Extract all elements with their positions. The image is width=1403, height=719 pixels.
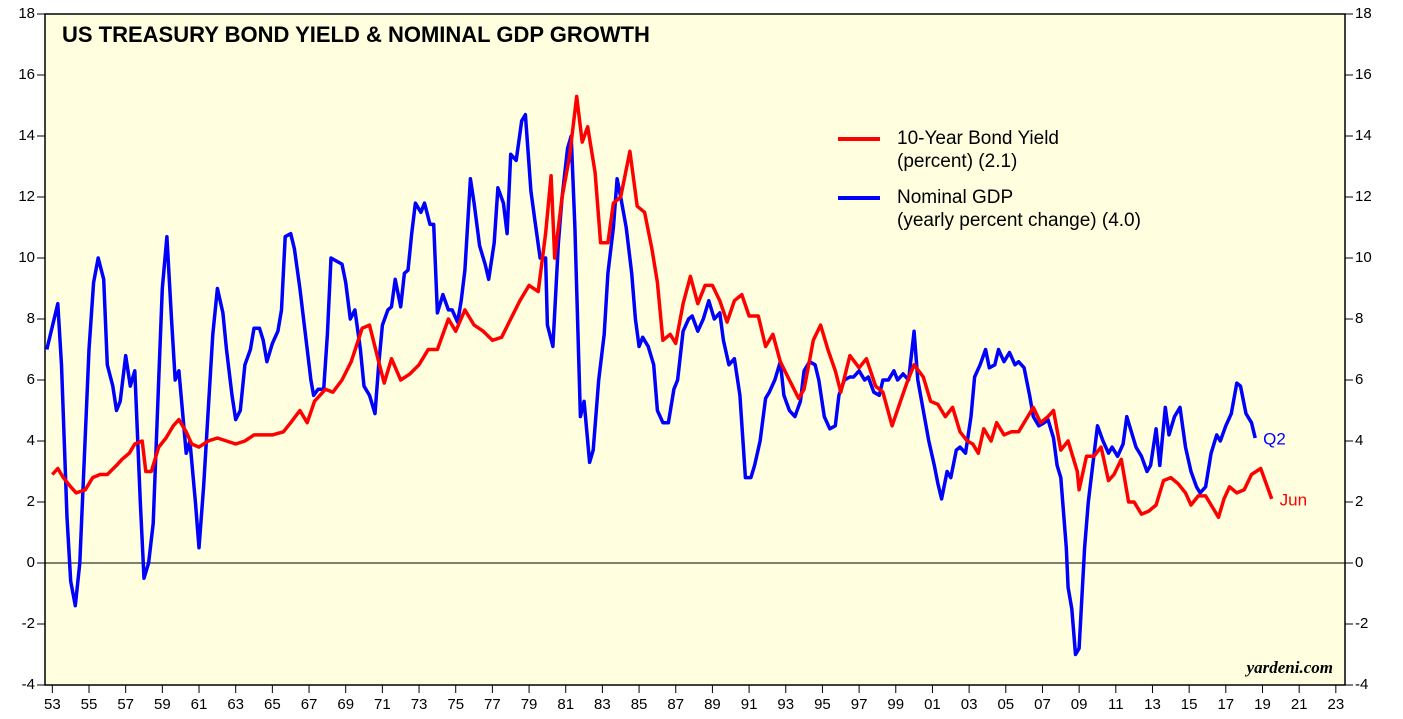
y2-tick-label: 0 bbox=[1355, 554, 1363, 571]
x-tick-label: 97 bbox=[851, 696, 868, 713]
x-tick-label: 21 bbox=[1291, 696, 1308, 713]
end-label: Q2 bbox=[1263, 429, 1286, 448]
x-tick-label: 89 bbox=[704, 696, 721, 713]
y-tick-label: 2 bbox=[27, 493, 35, 510]
y-tick-label: 16 bbox=[18, 66, 35, 83]
y-tick-label: 12 bbox=[18, 188, 35, 205]
x-tick-label: 71 bbox=[374, 696, 391, 713]
y-tick-label: 14 bbox=[18, 127, 35, 144]
legend-label: 10-Year Bond Yield bbox=[897, 128, 1059, 149]
x-tick-label: 93 bbox=[777, 696, 794, 713]
y-tick-label: 6 bbox=[27, 371, 35, 388]
legend-note: (percent) (2.1) bbox=[897, 151, 1017, 172]
y2-tick-label: 8 bbox=[1355, 310, 1363, 327]
x-tick-label: 65 bbox=[264, 696, 281, 713]
x-tick-label: 67 bbox=[301, 696, 318, 713]
x-tick-label: 99 bbox=[887, 696, 904, 713]
x-tick-label: 57 bbox=[117, 696, 134, 713]
x-tick-label: 53 bbox=[44, 696, 61, 713]
y2-tick-label: 14 bbox=[1355, 127, 1372, 144]
end-label: Jun bbox=[1280, 490, 1307, 509]
x-tick-label: 83 bbox=[594, 696, 611, 713]
x-tick-label: 73 bbox=[411, 696, 428, 713]
y-tick-label: -4 bbox=[22, 676, 35, 693]
x-tick-label: 07 bbox=[1034, 696, 1051, 713]
y2-tick-label: -4 bbox=[1355, 676, 1368, 693]
y2-tick-label: 18 bbox=[1355, 5, 1372, 22]
x-tick-label: 81 bbox=[557, 696, 574, 713]
x-tick-label: 87 bbox=[667, 696, 684, 713]
y2-tick-label: 2 bbox=[1355, 493, 1363, 510]
x-tick-label: 17 bbox=[1217, 696, 1234, 713]
plot-area bbox=[44, 13, 1346, 686]
x-tick-label: 15 bbox=[1181, 696, 1198, 713]
legend-note: (yearly percent change) (4.0) bbox=[897, 210, 1141, 231]
x-tick-label: 23 bbox=[1327, 696, 1344, 713]
y-tick-label: 18 bbox=[18, 5, 35, 22]
y2-tick-label: 12 bbox=[1355, 188, 1372, 205]
series-line bbox=[45, 112, 1257, 657]
x-tick-label: 13 bbox=[1144, 696, 1161, 713]
x-tick-label: 63 bbox=[227, 696, 244, 713]
source: yardeni.com bbox=[1245, 658, 1333, 677]
y2-tick-label: 16 bbox=[1355, 66, 1372, 83]
x-tick-label: 11 bbox=[1108, 696, 1124, 713]
x-tick-label: 79 bbox=[521, 696, 538, 713]
x-tick-label: 69 bbox=[337, 696, 354, 713]
x-tick-label: 75 bbox=[447, 696, 464, 713]
y2-tick-label: 6 bbox=[1355, 371, 1363, 388]
y2-tick-label: 10 bbox=[1355, 249, 1372, 266]
x-tick-label: 85 bbox=[631, 696, 648, 713]
x-tick-label: 59 bbox=[154, 696, 171, 713]
y-tick-label: 10 bbox=[18, 249, 35, 266]
y2-tick-label: 4 bbox=[1355, 432, 1363, 449]
x-tick-label: 19 bbox=[1254, 696, 1271, 713]
y-tick-label: -2 bbox=[22, 615, 35, 632]
x-tick-label: 95 bbox=[814, 696, 831, 713]
y-tick-label: 4 bbox=[27, 432, 35, 449]
series-line bbox=[51, 94, 1274, 520]
y-tick-label: 0 bbox=[27, 554, 35, 571]
chart-title: US TREASURY BOND YIELD & NOMINAL GDP GRO… bbox=[62, 22, 650, 47]
x-tick-label: 91 bbox=[741, 696, 758, 713]
x-tick-label: 05 bbox=[997, 696, 1014, 713]
y-tick-label: 8 bbox=[27, 310, 35, 327]
x-tick-label: 77 bbox=[484, 696, 501, 713]
x-tick-label: 09 bbox=[1071, 696, 1088, 713]
x-tick-label: 01 bbox=[924, 696, 941, 713]
x-tick-label: 61 bbox=[191, 696, 208, 713]
x-tick-label: 03 bbox=[961, 696, 978, 713]
y2-tick-label: -2 bbox=[1355, 615, 1368, 632]
x-tick-label: 55 bbox=[81, 696, 98, 713]
legend-label: Nominal GDP bbox=[897, 187, 1013, 208]
